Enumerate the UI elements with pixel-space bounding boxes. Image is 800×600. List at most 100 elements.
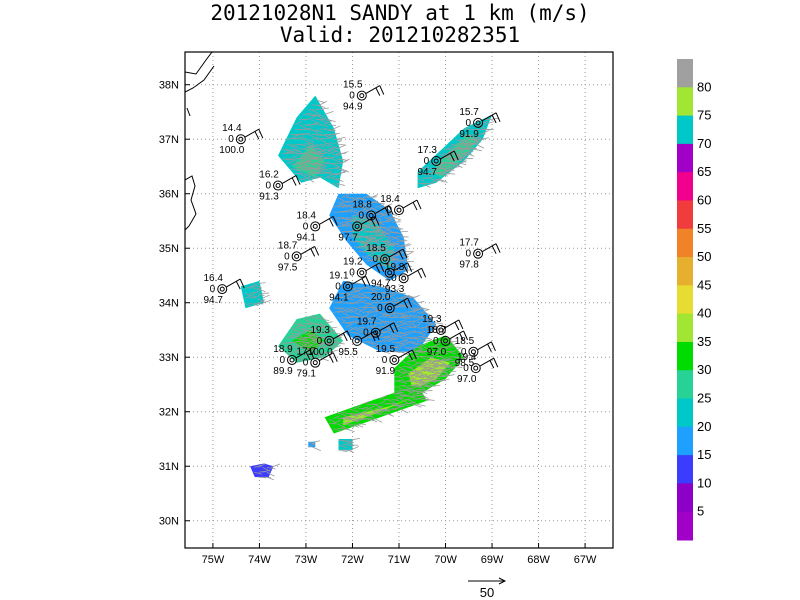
wind-vector (469, 142, 477, 145)
wind-vector (488, 117, 499, 120)
wind-barb-flag (388, 205, 394, 215)
wind-vector (337, 223, 347, 228)
wind-vector (369, 245, 378, 251)
wind-vector (419, 356, 428, 361)
wind-vector (341, 221, 350, 225)
wind-vector (257, 288, 266, 293)
station-outer-circle (394, 205, 404, 216)
wind-vector (423, 385, 431, 388)
wind-vector (319, 163, 327, 167)
wind-vector (332, 428, 342, 432)
wind-vector (444, 156, 452, 159)
station-outer-circle (473, 248, 484, 259)
wind-vector (421, 318, 431, 323)
station-plot: 18.40 (380, 194, 422, 216)
wind-vector (446, 144, 456, 150)
wind-vector (355, 412, 364, 416)
wind-vector (398, 384, 406, 387)
station-outer-circle (310, 357, 321, 368)
wind-vector (456, 149, 464, 154)
wind-vector (448, 148, 457, 154)
wind-vector (400, 251, 408, 255)
wind-vector (366, 418, 375, 422)
station-temp: 19.7 (357, 317, 377, 328)
wind-vector (300, 162, 310, 167)
wind-vector (404, 336, 413, 340)
wind-vector (400, 230, 408, 233)
wind-vector (408, 336, 419, 341)
wind-barb-staff (393, 297, 408, 307)
station-outer-circle (435, 324, 446, 335)
wind-vector (364, 223, 375, 227)
station-temp: 17.3 (417, 145, 437, 156)
station-temp: 16.4 (203, 273, 223, 284)
wind-vector (332, 138, 341, 141)
station-rh: 100.0 (308, 347, 333, 358)
wind-vector (387, 299, 397, 304)
wind-vector (358, 197, 367, 201)
wind-vector (341, 200, 350, 203)
colorbar-band (677, 172, 693, 201)
wind-vector (362, 206, 371, 212)
wind-vector (425, 176, 434, 179)
wind-vector (354, 288, 363, 294)
colorbar-band (677, 483, 693, 513)
wind-vector (456, 162, 467, 166)
station-temp: 20.0 (371, 292, 391, 303)
wind-vector (315, 317, 323, 319)
wind-vector (337, 202, 347, 206)
station-outer-circle (473, 117, 484, 128)
colorbar-band (677, 370, 693, 400)
station-inner-circle (359, 270, 365, 276)
wind-barb-staff (244, 128, 260, 138)
colorbar-label: 65 (697, 164, 711, 179)
wind-vector (298, 330, 307, 334)
wind-vector (315, 176, 323, 179)
station-temp: 18.9 (273, 344, 293, 355)
station-rh: 94.7 (417, 167, 437, 178)
wind-vector (448, 342, 457, 348)
wind-vector (425, 369, 434, 372)
colorbar-label: 70 (697, 136, 711, 151)
wind-vector (312, 343, 323, 348)
wind-vector (406, 384, 417, 387)
wind-vector (290, 143, 300, 148)
station-temp: 16.2 (259, 170, 279, 181)
wind-vector (319, 128, 328, 130)
wind-vector (398, 380, 408, 385)
wind-vector (399, 393, 408, 397)
wind-vector (390, 243, 399, 246)
wind-vector (302, 348, 311, 354)
wind-vector (298, 342, 306, 347)
wind-vector (419, 373, 428, 377)
wind-vector (404, 325, 413, 328)
wind-vector (328, 176, 336, 179)
wind-vector (396, 323, 406, 328)
station-temp: 15.5 (343, 80, 363, 91)
wind-vector (391, 226, 402, 231)
wind-vector (396, 312, 406, 317)
station-cloud: 0 (377, 303, 383, 314)
wind-vector (402, 374, 413, 377)
station-temp: 19.4 (457, 352, 477, 363)
wind-vector (440, 366, 450, 369)
wind-barb-staff (365, 85, 381, 95)
wind-vector (383, 275, 391, 280)
wind-vector (362, 318, 371, 323)
station-rh: 95.5 (338, 347, 358, 358)
wind-vector (341, 312, 350, 317)
station-inner-circle (443, 338, 449, 344)
wind-vector (336, 342, 345, 345)
wind-vector (441, 358, 451, 361)
station-cloud: 0 (466, 249, 472, 260)
station-outer-circle (380, 254, 391, 265)
wind-vector (408, 398, 417, 405)
wind-vector (337, 221, 347, 227)
wind-vector (464, 152, 473, 155)
wind-vector (337, 416, 346, 420)
wind-vector (399, 403, 409, 406)
wind-vector (424, 374, 434, 379)
wind-vector (375, 221, 385, 225)
wind-vector (463, 138, 472, 144)
station-plots: 15.5094.914.40100.015.7091.917.3094.716.… (203, 80, 501, 385)
